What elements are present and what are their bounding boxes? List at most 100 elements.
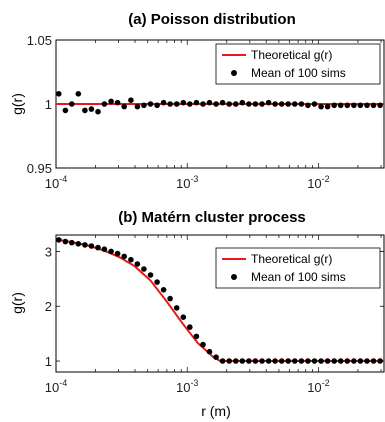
data-point xyxy=(233,101,239,107)
data-point xyxy=(311,101,318,107)
data-point xyxy=(62,107,69,114)
data-point xyxy=(82,107,88,114)
data-point xyxy=(324,358,331,364)
data-point xyxy=(292,358,298,364)
data-point xyxy=(357,102,364,109)
data-point xyxy=(180,99,187,106)
data-point xyxy=(246,358,252,364)
data-point xyxy=(82,242,88,248)
panel-poisson: (a) Poisson distribution 0.95 1 1.05 10-4 1… xyxy=(9,11,385,191)
data-point xyxy=(101,246,108,252)
data-point xyxy=(259,101,265,107)
data-point xyxy=(160,99,167,106)
data-point xyxy=(226,358,232,364)
y-tick-label: 0.95 xyxy=(27,161,52,176)
data-point xyxy=(95,108,101,115)
data-point xyxy=(187,101,193,107)
data-point xyxy=(108,248,114,255)
y-axis-label: g(r) xyxy=(9,292,25,314)
data-point xyxy=(160,287,167,293)
x-tick-label: 10-2 xyxy=(307,174,329,191)
panel-matern: (b) Matérn cluster process 1 2 3 10-4 10-3 1… xyxy=(9,209,385,419)
data-point xyxy=(101,101,108,107)
legend-label-mean: Mean of 100 sims xyxy=(251,66,346,80)
y-tick-label: 1 xyxy=(45,354,52,369)
data-point xyxy=(56,237,62,243)
data-point xyxy=(337,358,344,364)
data-point xyxy=(62,238,69,245)
data-point xyxy=(108,98,114,105)
data-point xyxy=(147,101,154,107)
data-point xyxy=(377,358,383,364)
x-tick-label: 10-4 xyxy=(45,174,67,191)
data-point xyxy=(272,101,278,107)
data-point xyxy=(193,99,200,106)
data-point xyxy=(278,101,285,107)
legend-box xyxy=(215,43,381,85)
data-point xyxy=(233,358,239,364)
legend-box xyxy=(215,247,381,289)
data-point xyxy=(200,101,206,107)
data-point xyxy=(213,101,219,107)
legend: Theoretical g(r) Mean of 100 sims xyxy=(215,247,381,289)
x-tick-label: 10-4 xyxy=(45,378,67,395)
data-point xyxy=(259,358,265,364)
data-point xyxy=(331,102,338,109)
x-tick-label: 10-3 xyxy=(176,174,198,191)
data-point xyxy=(357,358,364,364)
y-tick-label: 1.05 xyxy=(27,33,52,48)
data-point xyxy=(180,314,187,321)
data-point xyxy=(121,253,127,260)
data-point xyxy=(292,101,298,107)
chart-title: (b) Matérn cluster process xyxy=(118,209,306,226)
data-point xyxy=(200,341,206,348)
data-point xyxy=(121,103,127,110)
data-point xyxy=(265,358,272,364)
data-point xyxy=(167,101,173,107)
data-point xyxy=(246,101,252,107)
data-point xyxy=(226,101,232,107)
data-point xyxy=(134,103,141,110)
x-tick-label: 10-2 xyxy=(307,378,329,395)
legend: Theoretical g(r) Mean of 100 sims xyxy=(215,43,381,85)
data-point xyxy=(364,358,370,364)
data-point xyxy=(141,102,147,109)
data-point xyxy=(173,305,180,311)
data-point xyxy=(324,103,331,110)
y-tick-label: 1 xyxy=(45,97,52,112)
data-point xyxy=(114,250,121,257)
data-point xyxy=(154,102,160,109)
legend-label-theoretical: Theoretical g(r) xyxy=(251,48,332,62)
data-point xyxy=(337,102,344,109)
data-point xyxy=(56,91,62,97)
data-point xyxy=(272,358,278,364)
legend-marker-swatch xyxy=(231,70,237,76)
data-point xyxy=(351,358,357,364)
data-point xyxy=(88,243,95,249)
data-point xyxy=(351,102,357,109)
legend-label-mean: Mean of 100 sims xyxy=(251,270,346,284)
data-point xyxy=(69,101,75,107)
data-point xyxy=(344,358,351,364)
data-point xyxy=(370,358,377,364)
data-point xyxy=(331,358,338,364)
data-point xyxy=(128,97,134,103)
data-point xyxy=(173,101,180,107)
data-point xyxy=(311,358,318,364)
data-point xyxy=(278,358,285,364)
data-point xyxy=(285,101,292,107)
data-point xyxy=(252,101,259,107)
data-point xyxy=(239,99,246,106)
data-point xyxy=(154,279,160,285)
data-point xyxy=(219,358,226,364)
legend-marker-swatch xyxy=(231,274,237,280)
data-point xyxy=(377,102,383,109)
data-point xyxy=(265,99,272,106)
data-point xyxy=(187,324,193,330)
data-point xyxy=(219,99,226,106)
data-point xyxy=(95,244,101,251)
chart-title: (a) Poisson distribution xyxy=(128,11,296,28)
x-tick-label: 10-3 xyxy=(176,378,198,395)
data-point xyxy=(128,256,134,263)
data-point xyxy=(344,102,351,109)
